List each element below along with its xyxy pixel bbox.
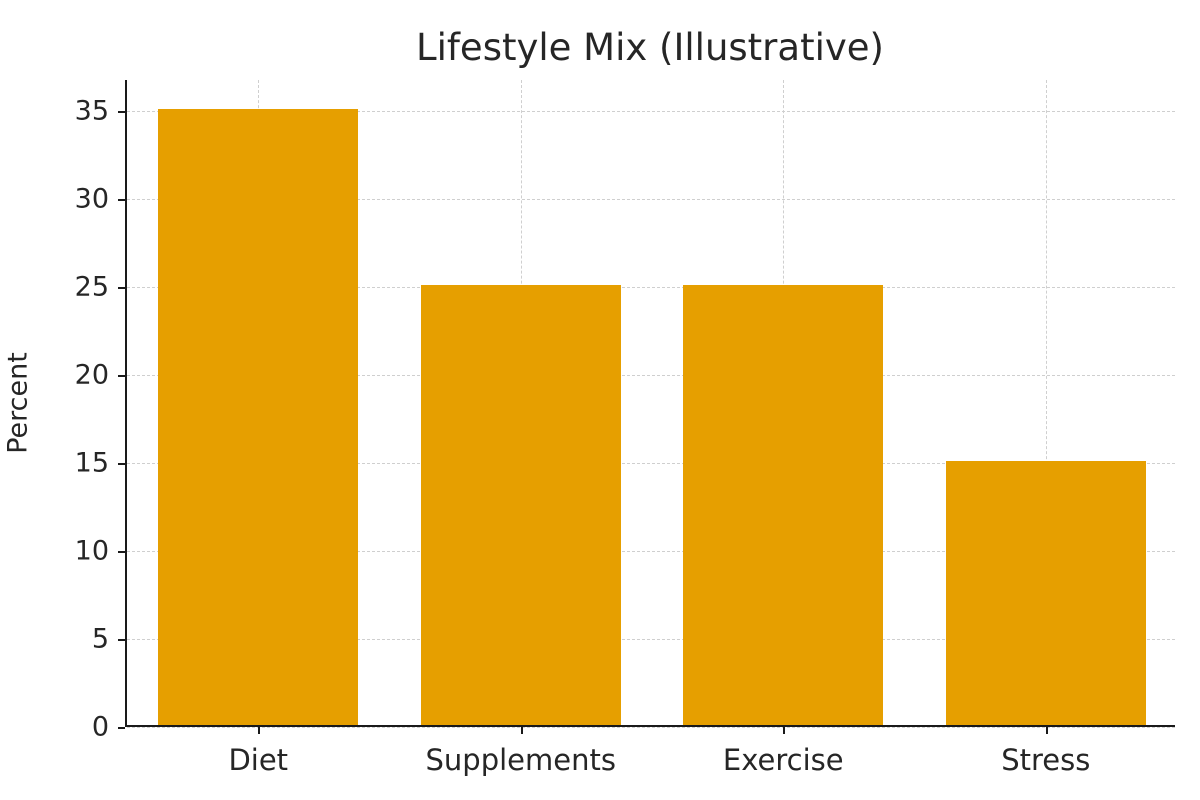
bar-diet (158, 108, 359, 725)
gridline-vertical (1045, 80, 1047, 725)
y-tick-label: 25 (74, 271, 109, 303)
gridline-horizontal (127, 550, 1175, 552)
y-tick-label: 0 (91, 711, 109, 743)
x-tick-label-stress: Stress (1001, 743, 1091, 777)
y-tick-mark (118, 374, 125, 377)
gridline-horizontal (127, 638, 1175, 640)
gridline-horizontal (127, 110, 1175, 112)
y-tick-mark (118, 638, 125, 641)
y-tick-label: 5 (91, 623, 109, 655)
bar-exercise (683, 284, 884, 725)
x-tick-label-supplements: Supplements (425, 743, 616, 777)
plot-area: 0 5 10 15 20 25 30 35 Diet Supplements Exercise Str… (75, 80, 1175, 777)
y-tick-mark (118, 110, 125, 113)
chart-title: Lifestyle Mix (Illustrative) (416, 26, 884, 69)
y-tick-label: 35 (74, 95, 109, 127)
x-tick-mark (520, 727, 523, 734)
y-tick-label: 10 (74, 535, 109, 567)
gridline-horizontal (127, 727, 1175, 728)
gridline-horizontal (127, 374, 1175, 376)
y-axis-label: Percent (2, 352, 34, 454)
x-tick-mark (783, 727, 786, 734)
bar-supplements (420, 284, 621, 725)
x-tick-label-exercise: Exercise (722, 743, 844, 777)
y-tick-mark (118, 198, 125, 201)
y-tick-mark (118, 286, 125, 289)
x-tick-mark (258, 727, 261, 734)
x-tick-mark (1045, 727, 1048, 734)
y-tick-mark (118, 550, 125, 553)
y-tick-label: 20 (74, 359, 109, 391)
y-tick-label: 15 (74, 447, 109, 479)
gridline-horizontal (127, 286, 1175, 288)
gridline-horizontal (127, 198, 1175, 200)
y-tick-mark (118, 727, 125, 729)
y-tick-label: 30 (74, 183, 109, 215)
gridline-horizontal (127, 462, 1175, 464)
x-tick-label-diet: Diet (228, 743, 289, 777)
y-tick-mark (118, 462, 125, 465)
bar-stress (945, 460, 1146, 725)
